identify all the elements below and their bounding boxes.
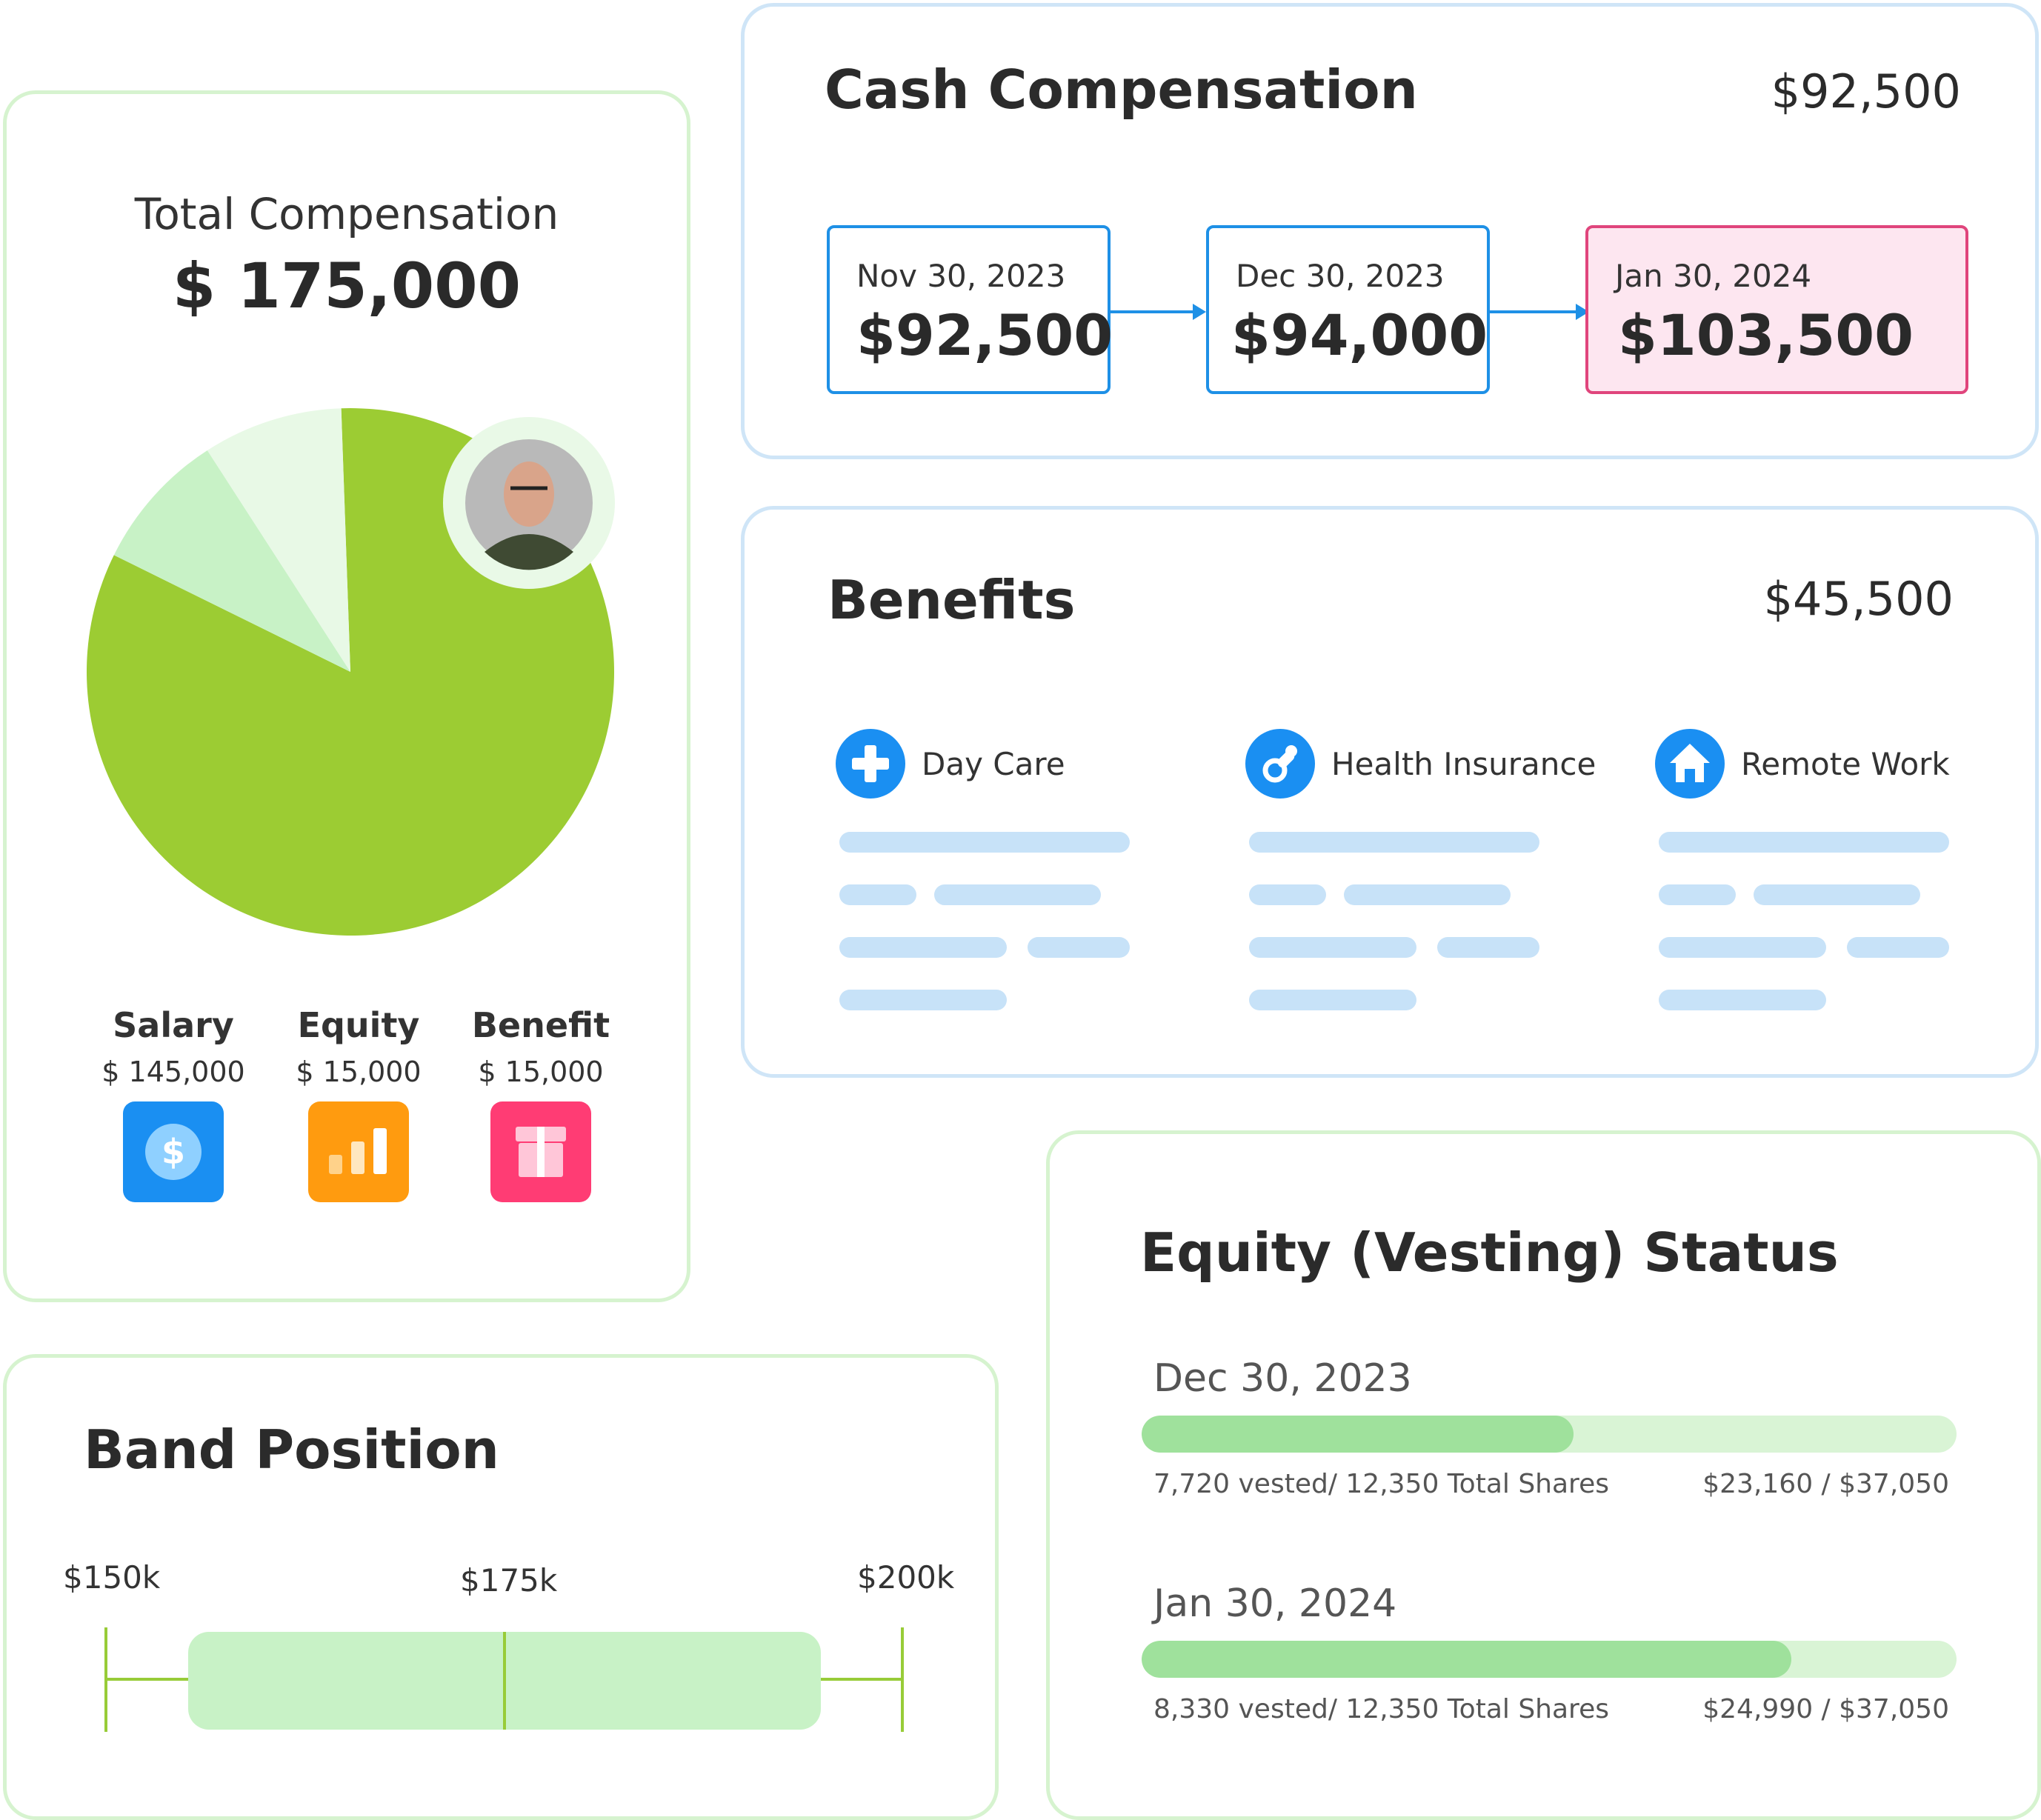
cash-step-amount: $94,000 [1231, 302, 1488, 368]
placeholder-line [1249, 884, 1326, 905]
placeholder-line [1659, 832, 1949, 853]
dollar-icon: $ [123, 1101, 224, 1202]
legend-equity-label: Equity [297, 1005, 420, 1045]
benefits-total: $45,500 [1763, 572, 1954, 626]
placeholder-line [1249, 937, 1416, 958]
cash-step-nov-2023: Nov 30, 2023 $92,500 [827, 225, 1113, 394]
band-mid-label: $175k [460, 1562, 558, 1599]
plus-cross-icon [836, 729, 905, 799]
placeholder-line [1249, 832, 1539, 853]
total-compensation-amount: $ 175,000 [172, 250, 522, 322]
cash-step-amount: $103,500 [1618, 302, 1914, 368]
vest-date: Jan 30, 2024 [1153, 1581, 1397, 1626]
arrow-connector [1111, 310, 1194, 313]
placeholder-line [1028, 937, 1130, 958]
total-compensation-title: Total Compensation [134, 189, 559, 239]
cash-step-date: Jan 30, 2024 [1615, 258, 1812, 294]
legend-item-equity: Equity $ 15,000 [270, 1005, 447, 1202]
legend-benefit-value: $ 15,000 [478, 1056, 604, 1088]
legend-salary-value: $ 145,000 [101, 1056, 245, 1088]
placeholder-line [1344, 884, 1511, 905]
legend-benefit-label: Benefit [471, 1005, 610, 1045]
legend-salary-label: Salary [113, 1005, 234, 1045]
legend-equity-value: $ 15,000 [296, 1056, 422, 1088]
vest-value-text: $23,160 / $37,050 [1702, 1469, 1949, 1499]
svg-text:$: $ [162, 1132, 185, 1172]
placeholder-line [934, 884, 1101, 905]
benefits-card: Benefits $45,500 Day Care [741, 506, 2039, 1078]
placeholder-line [1754, 884, 1920, 905]
pacifier-icon [1245, 729, 1315, 799]
benefit-health-insurance: Health Insurance [1245, 728, 1601, 799]
placeholder-line [839, 832, 1130, 853]
vest-shares-text: 8,330 vested/ 12,350 Total Shares [1153, 1694, 1609, 1724]
total-compensation-card: Total Compensation $ 175,000 Salary $ 14… [3, 90, 690, 1302]
band-max-label: $200k [857, 1559, 955, 1596]
compensation-pie-chart [87, 408, 615, 936]
benefit-label: Health Insurance [1331, 745, 1596, 782]
vest-progress-fill [1142, 1641, 1791, 1678]
cash-compensation-title: Cash Compensation [825, 59, 1418, 121]
cash-step-amount: $92,500 [856, 302, 1113, 368]
placeholder-line [839, 990, 1007, 1010]
placeholder-line [1437, 937, 1539, 958]
benefit-label: Remote Work [1741, 745, 1950, 782]
benefit-day-care: Day Care [836, 728, 1132, 799]
arrow-connector [1490, 310, 1577, 313]
vest-progress-fill [1142, 1416, 1574, 1453]
legend-item-benefit: Benefit $ 15,000 [452, 1005, 630, 1202]
cash-step-date: Nov 30, 2023 [856, 258, 1066, 294]
vest-progress-bar [1142, 1641, 1957, 1678]
placeholder-line [839, 937, 1007, 958]
placeholder-line [839, 884, 916, 905]
cash-step-date: Dec 30, 2023 [1236, 258, 1445, 294]
benefit-remote-work: Remote Work [1655, 728, 1951, 799]
equity-vesting-card: Equity (Vesting) Status Dec 30, 2023 7,7… [1046, 1130, 2041, 1820]
band-position-card: Band Position $150k $175k $200k [3, 1354, 999, 1820]
equity-vesting-title: Equity (Vesting) Status [1140, 1221, 1839, 1284]
legend-item-salary: Salary $ 145,000 $ [84, 1005, 262, 1202]
band-position-title: Band Position [84, 1419, 499, 1481]
vest-progress-bar [1142, 1416, 1957, 1453]
placeholder-line [1249, 990, 1416, 1010]
benefit-label: Day Care [922, 745, 1065, 782]
vest-date: Dec 30, 2023 [1153, 1356, 1412, 1401]
bar-chart-icon [308, 1101, 409, 1202]
placeholder-line [1659, 884, 1736, 905]
placeholder-line [1659, 937, 1826, 958]
placeholder-line [1659, 990, 1826, 1010]
pie-slice-equity [113, 450, 350, 672]
placeholder-line [1847, 937, 1949, 958]
band-min-label: $150k [63, 1559, 161, 1596]
benefits-title: Benefits [828, 569, 1076, 631]
pie-slice-benefit [207, 408, 350, 672]
vest-shares-text: 7,720 vested/ 12,350 Total Shares [1153, 1469, 1609, 1499]
band-position-boxplot [104, 1627, 904, 1732]
cash-compensation-card: Cash Compensation $92,500 Nov 30, 2023 $… [741, 3, 2039, 459]
cash-compensation-total: $92,500 [1771, 64, 1961, 119]
house-icon [1655, 729, 1725, 799]
avatar [443, 417, 615, 589]
cash-step-jan-2024: Jan 30, 2024 $103,500 [1585, 225, 1968, 394]
arrow-right-icon [1193, 304, 1206, 320]
gift-icon [490, 1101, 591, 1202]
cash-step-dec-2023: Dec 30, 2023 $94,000 [1206, 225, 1490, 394]
vest-value-text: $24,990 / $37,050 [1702, 1694, 1949, 1724]
